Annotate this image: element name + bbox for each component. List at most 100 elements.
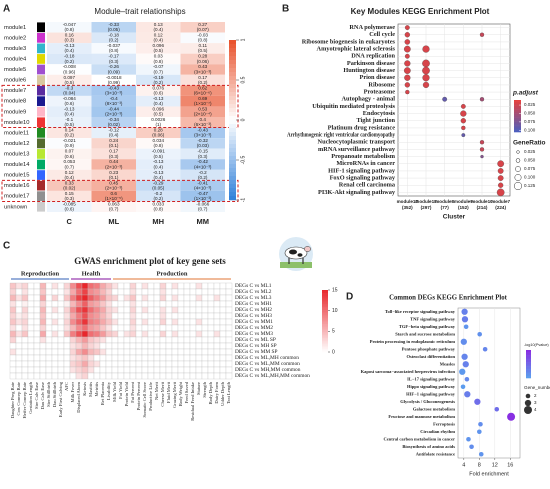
colorbar-step bbox=[526, 365, 531, 367]
y-tick-label: DNA replication bbox=[351, 53, 395, 60]
heatmap-cell bbox=[45, 300, 53, 308]
row-label: module5 bbox=[4, 67, 26, 73]
colorbar-step bbox=[229, 100, 236, 105]
cell-p-value: (0.8) bbox=[109, 48, 119, 53]
heatmap-cell bbox=[75, 324, 83, 332]
heatmap-cell bbox=[87, 354, 95, 362]
y-tick-label: Propanoate metabolism bbox=[331, 153, 395, 160]
cell-p-value: (0.7) bbox=[109, 207, 119, 212]
heatmap-cell bbox=[147, 306, 155, 314]
y-tick-label: Galactose metabolism bbox=[413, 406, 455, 411]
heatmap-cell bbox=[183, 336, 191, 344]
colorbar-step bbox=[526, 359, 531, 361]
heatmap-cell bbox=[9, 312, 17, 320]
colorbar-step bbox=[229, 196, 236, 201]
heatmap-cell bbox=[165, 342, 173, 350]
dot bbox=[479, 97, 485, 102]
heatmap-cell bbox=[93, 312, 101, 320]
legend-size-dot bbox=[514, 174, 522, 181]
row-label: DEGs C vs MH SP bbox=[235, 343, 277, 349]
colorbar-step bbox=[229, 180, 236, 185]
dot bbox=[497, 160, 505, 168]
row-label: DEGs C vs ML2 bbox=[235, 289, 272, 295]
heatmap-cell bbox=[33, 354, 41, 362]
heatmap-cell bbox=[177, 336, 185, 344]
heatmap-cell bbox=[159, 354, 167, 362]
heatmap-cell bbox=[99, 324, 107, 332]
dot bbox=[498, 182, 504, 188]
heatmap-cell bbox=[165, 360, 173, 368]
heatmap-cell bbox=[147, 336, 155, 344]
heatmap-cell bbox=[180, 74, 225, 86]
heatmap-cell bbox=[135, 372, 143, 380]
heatmap-cell bbox=[147, 300, 155, 308]
heatmap-cell bbox=[225, 342, 233, 350]
panel-label: C bbox=[3, 241, 10, 252]
heatmap-cell bbox=[15, 300, 23, 308]
colorbar-step bbox=[526, 357, 531, 358]
heatmap-cell bbox=[33, 348, 41, 356]
heatmap-cell bbox=[47, 138, 92, 149]
y-tick-label: Tight junction bbox=[356, 117, 395, 124]
heatmap-cell bbox=[141, 300, 149, 308]
column-label: ML bbox=[108, 217, 119, 226]
heatmap-cell bbox=[93, 300, 101, 308]
colorbar-step bbox=[514, 106, 521, 108]
cell-p-value: (0.8) bbox=[154, 59, 164, 64]
heatmap-cell bbox=[51, 336, 59, 344]
heatmap-cell bbox=[69, 330, 77, 338]
colorbar-step bbox=[514, 115, 521, 117]
cell-p-value: (2×10⁻³) bbox=[105, 164, 123, 169]
legend-label: 2 bbox=[534, 393, 537, 398]
cell-value: -0.12 bbox=[109, 128, 120, 133]
colorbar-label: 5 bbox=[332, 329, 335, 335]
heatmap-cell bbox=[195, 336, 203, 344]
colorbar-label: 0.025 bbox=[524, 102, 536, 107]
heatmap-cell bbox=[189, 300, 197, 308]
heatmap-cell bbox=[105, 312, 113, 320]
heatmap-cell bbox=[105, 336, 113, 344]
heatmap-cell bbox=[159, 336, 167, 344]
heatmap-cell bbox=[189, 318, 197, 326]
column-label: C bbox=[67, 217, 73, 226]
colorbar-step bbox=[526, 352, 531, 354]
colorbar-step bbox=[526, 375, 531, 377]
heatmap-cell bbox=[69, 372, 77, 380]
heatmap-cell bbox=[63, 336, 71, 344]
heatmap-cell bbox=[27, 282, 35, 290]
heatmap-cell bbox=[189, 282, 197, 290]
heatmap-cell bbox=[189, 366, 197, 374]
dot bbox=[461, 133, 466, 137]
cell-value: 0.0026 bbox=[151, 117, 165, 122]
heatmap-cell bbox=[136, 74, 181, 86]
heatmap-cell bbox=[9, 288, 17, 296]
heatmap-cell bbox=[219, 288, 227, 296]
heatmap-cell bbox=[63, 372, 71, 380]
row-label: DEGs C vs ML,MH common bbox=[235, 355, 299, 361]
cell-p-value: (0.7) bbox=[154, 69, 164, 74]
heatmap-cell bbox=[21, 348, 29, 356]
heatmap-cell bbox=[9, 366, 17, 374]
colorbar-step bbox=[526, 361, 531, 363]
column-label: Somatic Cell Score bbox=[142, 382, 147, 417]
cell-value: 0.053 bbox=[64, 159, 76, 164]
heatmap-cell bbox=[177, 360, 185, 368]
dot bbox=[460, 104, 466, 109]
column-label: Teat Length bbox=[226, 381, 231, 404]
heatmap-cell bbox=[33, 300, 41, 308]
heatmap-cell bbox=[57, 306, 65, 314]
colorbar-step bbox=[514, 103, 521, 105]
cell-value: 0.034 bbox=[153, 138, 165, 143]
cell-p-value: (0.5) bbox=[65, 80, 75, 85]
heatmap-cell bbox=[189, 324, 197, 332]
cell-value: -0.32 bbox=[198, 138, 209, 143]
heatmap-cell bbox=[15, 306, 23, 314]
heatmap-cell bbox=[165, 288, 173, 296]
heatmap-cell bbox=[219, 294, 227, 302]
cell-value: -0.13 bbox=[64, 106, 75, 111]
dot bbox=[404, 25, 410, 30]
cell-p-value: (0.04) bbox=[63, 90, 75, 95]
heatmap-cell bbox=[111, 324, 119, 332]
heatmap-cell bbox=[57, 324, 65, 332]
heatmap-cell bbox=[207, 282, 215, 290]
